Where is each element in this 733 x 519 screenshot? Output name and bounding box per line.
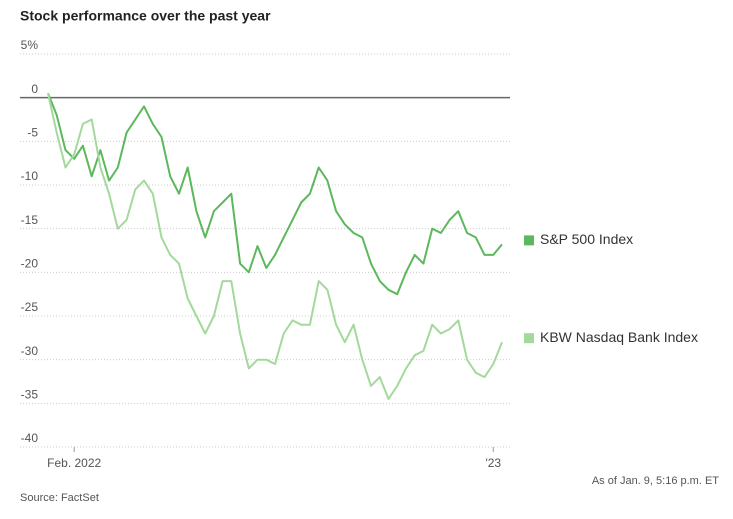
y-tick-label: -10: [21, 169, 39, 183]
y-tick-label: 5%: [21, 38, 39, 52]
note: As of Jan. 9, 5:16 p.m. ET: [592, 475, 719, 487]
legend-swatch: [524, 235, 534, 246]
y-tick-label: -40: [21, 431, 39, 445]
series-line: [47, 93, 503, 400]
chart-title: Stock performance over the past year: [20, 8, 271, 24]
legend-label: KBW Nasdaq Bank Index: [540, 329, 698, 345]
legend-swatch: [524, 333, 534, 344]
y-tick-label: 0: [31, 82, 38, 96]
y-tick-label: -15: [21, 213, 39, 227]
y-tick-label: -35: [21, 388, 39, 402]
x-tick-label: Feb. 2022: [47, 456, 101, 470]
x-tick-label: '23: [485, 456, 501, 470]
y-tick-label: -20: [21, 257, 39, 271]
y-tick-label: -30: [21, 344, 39, 358]
series-line: [47, 92, 503, 296]
y-tick-label: -5: [27, 126, 38, 140]
y-tick-label: -25: [21, 300, 39, 314]
legend-label: S&P 500 Index: [540, 231, 633, 247]
source: Source: FactSet: [20, 492, 99, 504]
